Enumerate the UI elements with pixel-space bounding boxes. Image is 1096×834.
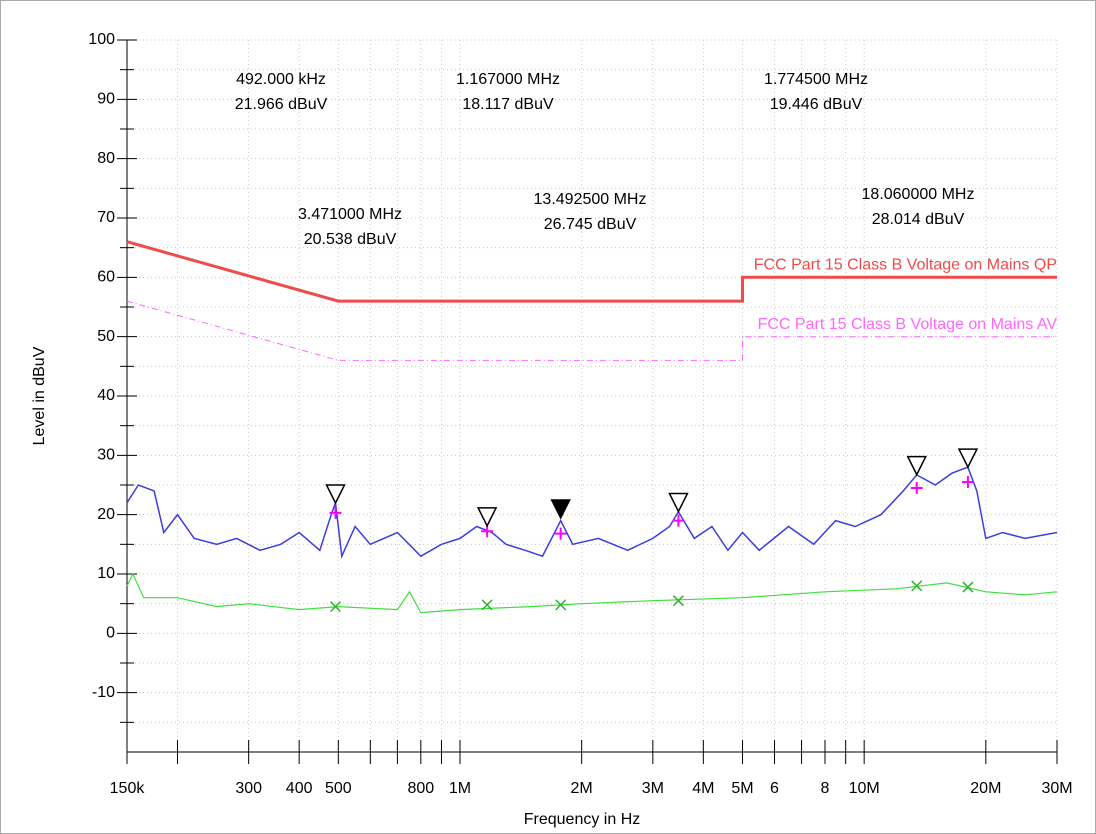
y-tick-label: 30 xyxy=(97,447,115,464)
x-tick-label: 800 xyxy=(407,780,434,797)
av-result xyxy=(555,599,567,611)
peak-marker xyxy=(476,507,498,528)
y-tick-label: 80 xyxy=(97,150,115,167)
av-result xyxy=(911,580,923,592)
x-tick-label: 20M xyxy=(970,780,1001,797)
av-result xyxy=(672,595,684,607)
x-tick-label: 2M xyxy=(571,780,593,797)
peak-marker xyxy=(957,448,979,469)
x-tick-label: 4M xyxy=(692,780,714,797)
x-tick-label: 1M xyxy=(449,780,471,797)
qp-result xyxy=(672,514,685,527)
marker-frequency: 18.060000 MHz xyxy=(862,186,975,203)
series-line xyxy=(126,466,1058,559)
x-tick-label: 30M xyxy=(1041,780,1072,797)
x-tick-label: 3M xyxy=(642,780,664,797)
marker-frequency: 1.167000 MHz xyxy=(456,71,560,88)
peak-marker xyxy=(325,484,346,505)
x-tick-label: 5M xyxy=(731,780,753,797)
marker-level: 28.014 dBuV xyxy=(872,211,965,228)
y-tick-label: 40 xyxy=(97,387,115,404)
marker-level: 20.538 dBuV xyxy=(304,231,397,248)
legend-label: FCC Part 15 Class B Voltage on Mains AV xyxy=(758,316,1058,333)
peak-marker xyxy=(550,499,571,520)
series-line xyxy=(126,300,1057,361)
marker-frequency: 492.000 kHz xyxy=(236,71,326,88)
marker-frequency: 1.774500 MHz xyxy=(764,71,868,88)
y-tick-label: 60 xyxy=(97,269,115,286)
legend-label: FCC Part 15 Class B Voltage on Mains QP xyxy=(754,257,1057,274)
marker-level: 18.117 dBuV xyxy=(462,96,554,113)
marker-level: 19.446 dBuV xyxy=(770,96,863,113)
series-line xyxy=(126,240,1057,303)
peak-marker xyxy=(668,492,689,514)
marker-level: 26.745 dBuV xyxy=(544,216,637,233)
x-tick-label: 150k xyxy=(110,780,146,797)
x-tick-label: 500 xyxy=(325,780,352,797)
av-result xyxy=(962,581,974,593)
qp-result xyxy=(961,476,974,489)
series-line xyxy=(126,572,1058,614)
x-tick-label: 6 xyxy=(770,780,779,797)
y-axis-title: Level in dBuV xyxy=(31,346,48,445)
y-tick-label: 10 xyxy=(97,565,115,582)
marker-frequency: 3.471000 MHz xyxy=(298,206,402,223)
x-tick-label: 8 xyxy=(821,780,830,797)
peak-marker xyxy=(906,455,927,477)
x-axis-title: Frequency in Hz xyxy=(524,811,641,828)
x-tick-label: 400 xyxy=(286,780,313,797)
y-tick-label: 70 xyxy=(97,209,115,226)
marker-frequency: 13.492500 MHz xyxy=(534,191,647,208)
y-tick-label: 90 xyxy=(97,91,115,108)
x-tick-label: 300 xyxy=(235,780,262,797)
y-tick-label: 50 xyxy=(97,328,115,345)
qp-result xyxy=(554,527,567,540)
qp-result xyxy=(910,481,923,494)
y-tick-label: -10 xyxy=(92,684,115,701)
y-tick-label: 0 xyxy=(106,625,115,642)
x-tick-label: 10M xyxy=(849,780,880,797)
y-tick-label: 20 xyxy=(97,506,115,523)
qp-result xyxy=(329,506,342,519)
marker-level: 21.966 dBuV xyxy=(235,96,328,113)
av-result xyxy=(481,599,493,611)
av-result xyxy=(329,601,342,613)
y-tick-label: 100 xyxy=(88,31,115,48)
